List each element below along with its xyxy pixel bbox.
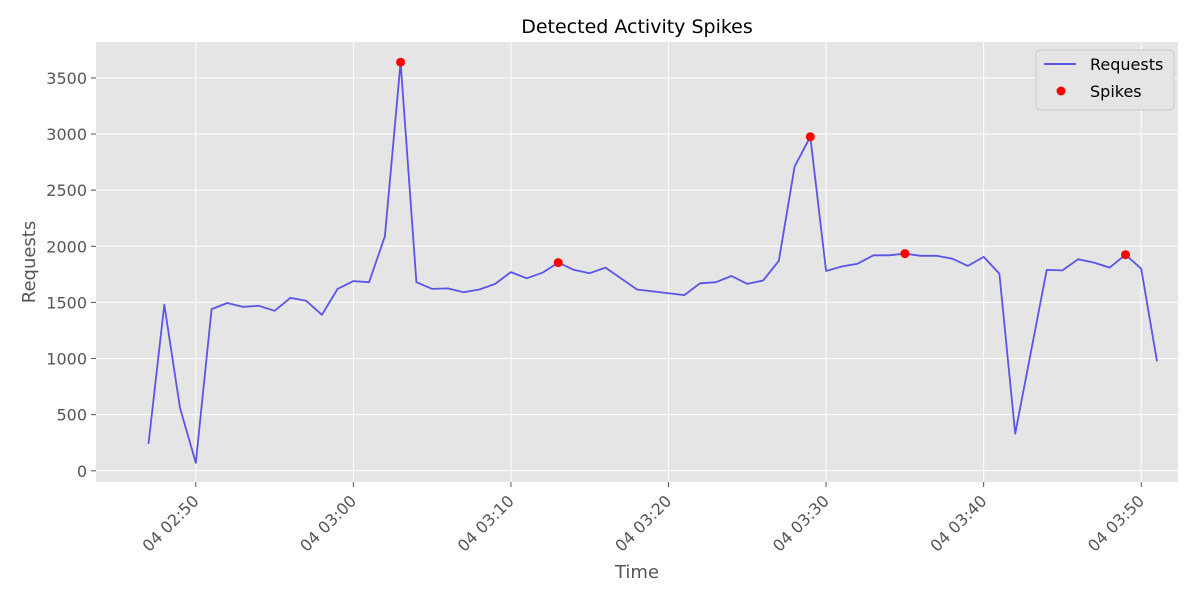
spike-point xyxy=(1121,250,1130,260)
y-tick-label: 1500 xyxy=(46,293,87,312)
legend-spikes-label: Spikes xyxy=(1090,82,1142,101)
spike-point xyxy=(396,57,406,67)
y-tick-label: 3500 xyxy=(46,69,87,88)
y-tick-label: 1000 xyxy=(46,350,87,369)
x-axis-title: Time xyxy=(614,562,659,583)
legend: Requests Spikes xyxy=(1035,49,1175,111)
requests-line xyxy=(147,61,1158,464)
plot-area xyxy=(96,42,1178,482)
legend-spikes-swatch xyxy=(1056,86,1066,96)
grid-lines xyxy=(96,42,1178,482)
chart-title: Detected Activity Spikes xyxy=(521,16,753,38)
spike-point xyxy=(553,258,563,268)
series-layer xyxy=(147,57,1158,464)
y-tick-label: 0 xyxy=(77,462,87,481)
legend-requests-label: Requests xyxy=(1090,55,1163,74)
spike-point xyxy=(805,132,815,142)
y-axis-title: Requests xyxy=(19,221,40,304)
y-tick-label: 500 xyxy=(56,406,87,425)
y-tick-label: 2000 xyxy=(46,237,87,256)
y-tick-label: 3000 xyxy=(46,125,87,144)
y-tick-label: 2500 xyxy=(46,181,87,200)
spike-point xyxy=(900,249,910,259)
